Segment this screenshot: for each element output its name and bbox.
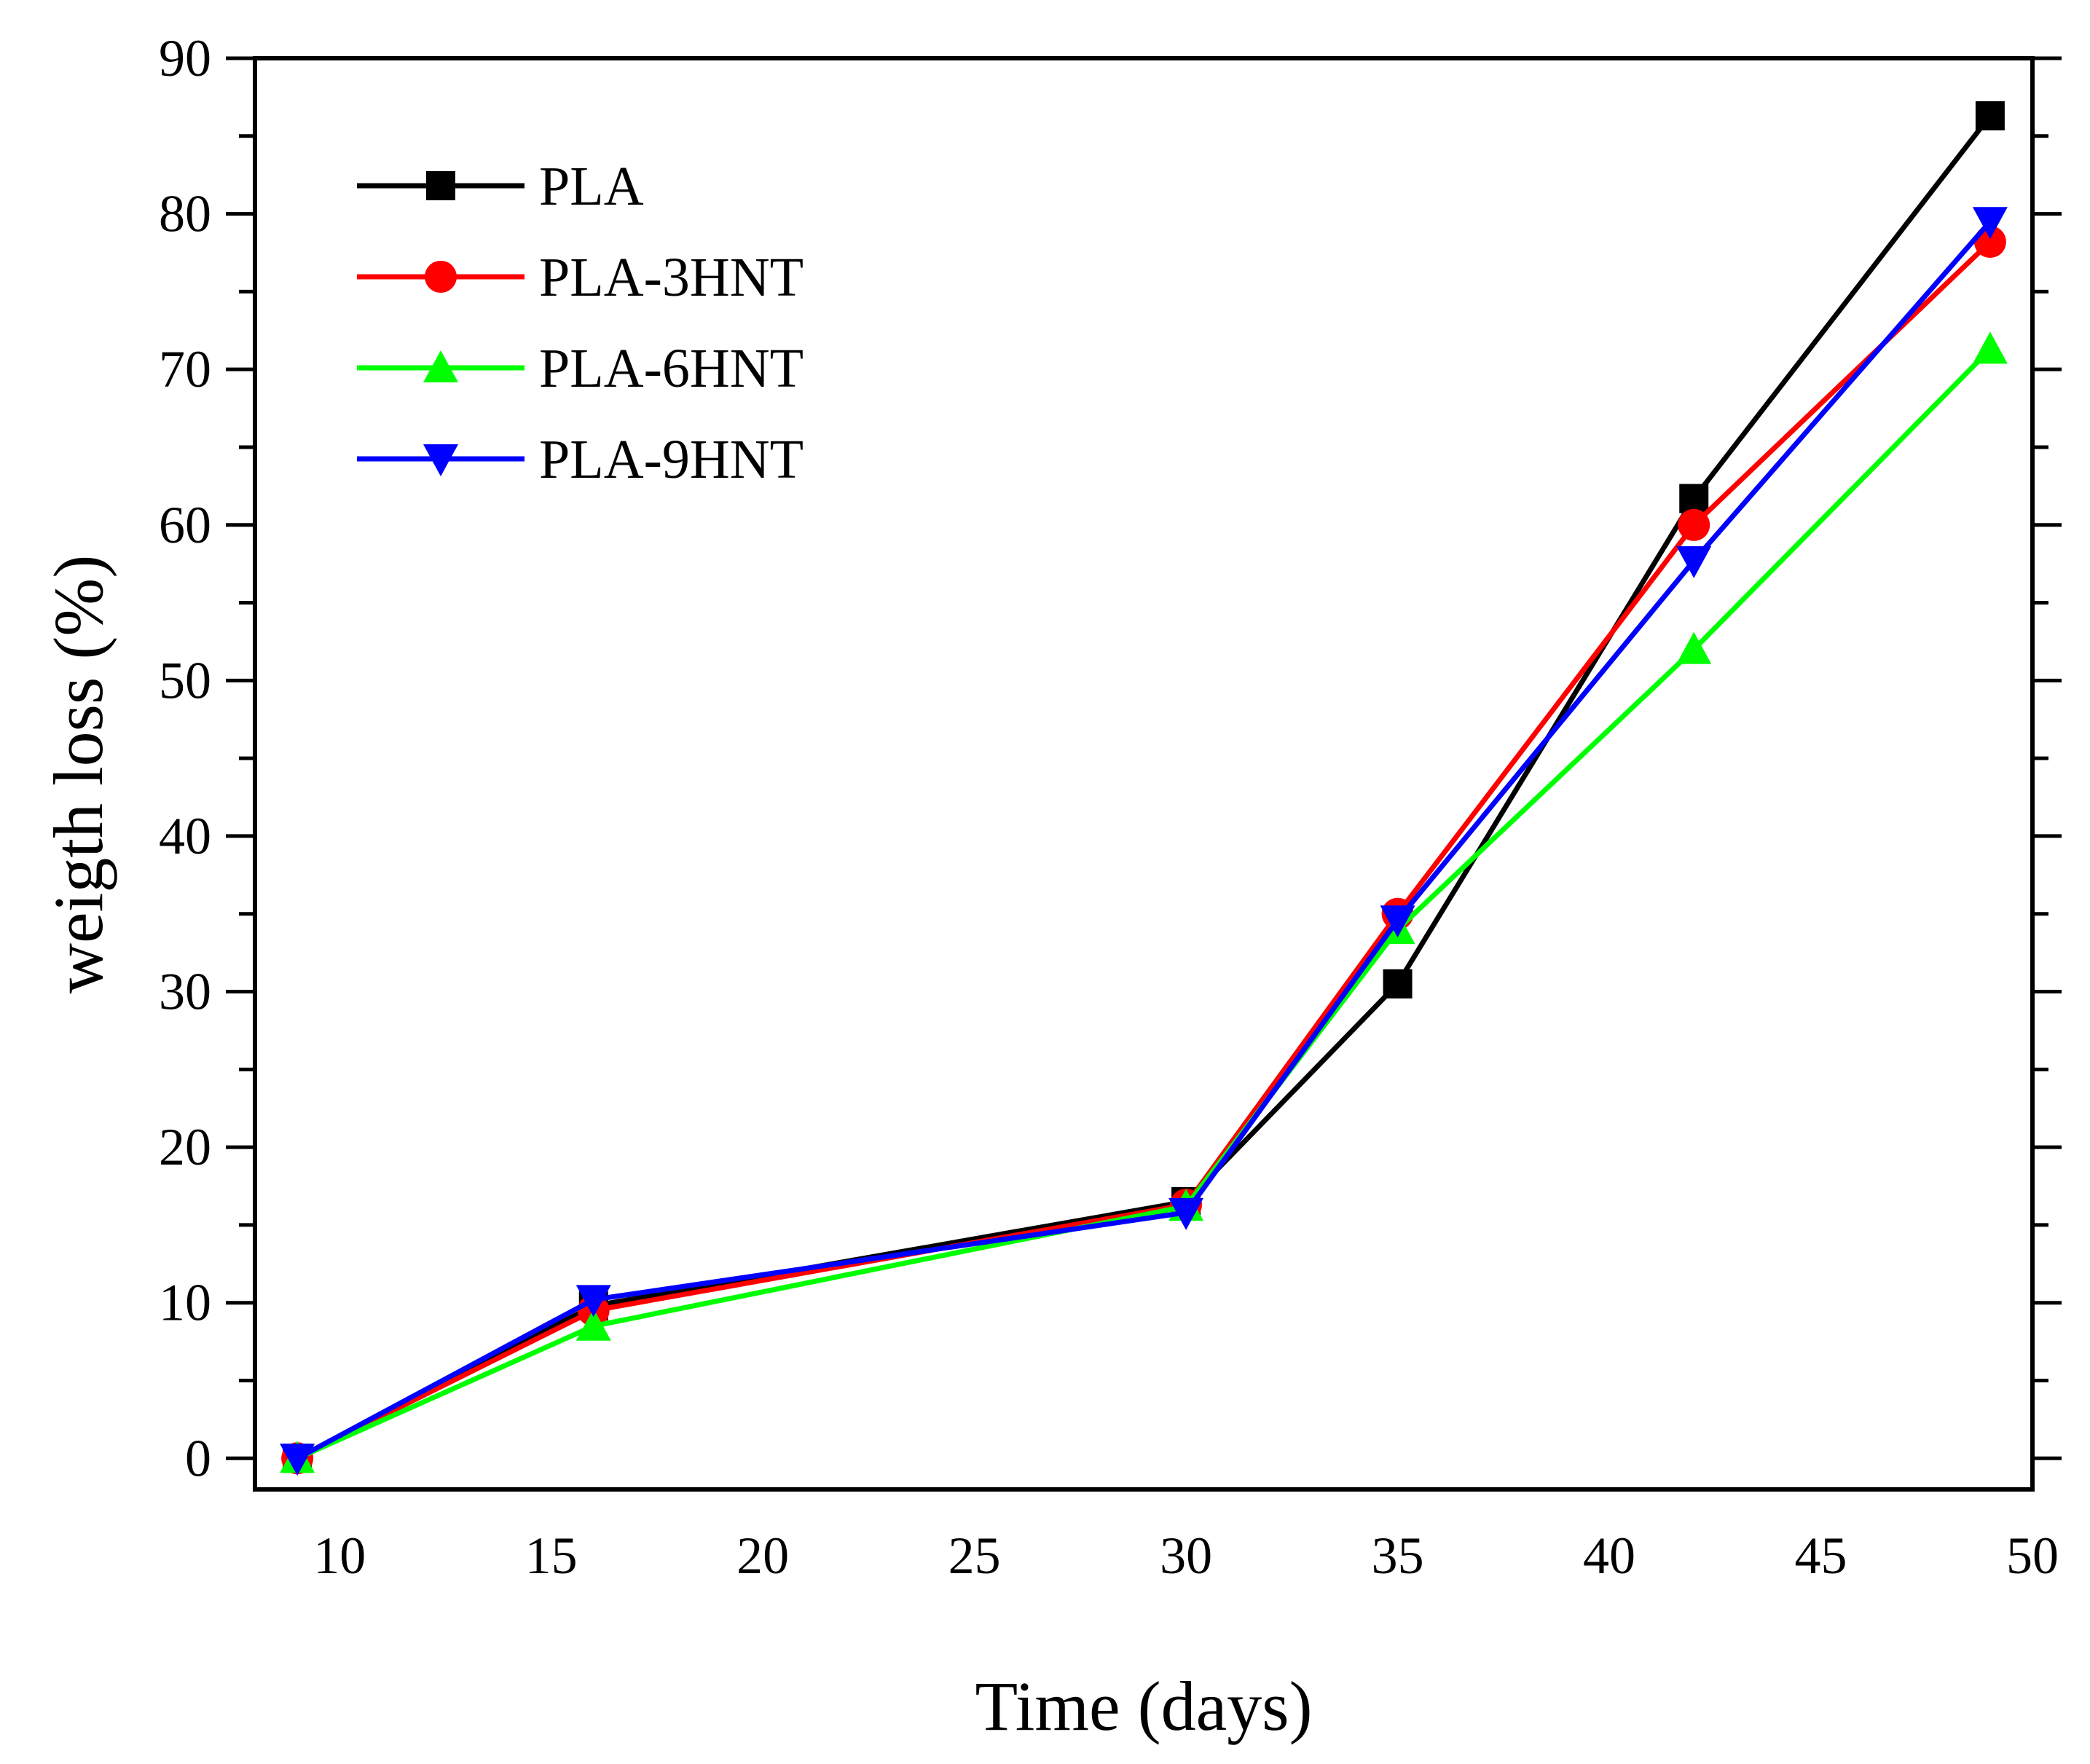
plot-frame bbox=[253, 56, 2035, 1492]
legend-label: PLA bbox=[539, 156, 644, 217]
legend-marker bbox=[423, 444, 458, 476]
legend-label: PLA-3HNT bbox=[539, 247, 804, 308]
data-point bbox=[1679, 484, 1709, 513]
series-layer bbox=[280, 101, 2008, 1476]
y-axis-title: weigth loss (%) bbox=[39, 555, 117, 994]
x-tick-label: 20 bbox=[736, 1527, 789, 1585]
series-line bbox=[296, 114, 1992, 1461]
data-point bbox=[1975, 101, 2005, 131]
x-tick-label: 10 bbox=[313, 1527, 366, 1585]
x-axis-title: Time (days) bbox=[975, 1667, 1312, 1745]
data-point bbox=[1972, 207, 2008, 240]
y-tick-label: 50 bbox=[159, 651, 211, 709]
legend-item: PLA-3HNT bbox=[357, 247, 804, 308]
x-tick-label: 45 bbox=[1795, 1527, 1847, 1585]
data-point bbox=[575, 1285, 611, 1318]
data-point bbox=[1676, 546, 1712, 578]
legend-marker bbox=[423, 350, 458, 382]
y-tick-label: 10 bbox=[159, 1274, 211, 1332]
x-tick-label: 25 bbox=[948, 1527, 1001, 1585]
legend-item: PLA bbox=[357, 156, 644, 217]
data-point bbox=[280, 1444, 315, 1476]
series-line bbox=[296, 240, 1992, 1461]
y-tick-label: 60 bbox=[159, 496, 211, 554]
data-point bbox=[575, 1308, 611, 1341]
legend-marker bbox=[426, 171, 455, 200]
series-pla-3hnt bbox=[281, 226, 2006, 1475]
x-tick-label: 50 bbox=[2006, 1527, 2059, 1585]
legend-item: PLA-9HNT bbox=[357, 429, 804, 490]
data-point bbox=[1972, 331, 2008, 364]
data-point bbox=[1380, 905, 1415, 938]
axis-ticks bbox=[226, 56, 2062, 1460]
legend-marker bbox=[425, 261, 457, 293]
legend: PLA PLA-3HNT PLA-6HNT PLA-9HNT bbox=[357, 156, 804, 490]
data-point bbox=[1168, 1197, 1204, 1230]
legend-item: PLA-6HNT bbox=[357, 338, 804, 399]
series-line bbox=[296, 219, 1992, 1461]
tick-labels: 10 15 20 25 30 35 40 45 50 0 10 20 30 40 50 60 70 80 90 bbox=[159, 29, 2059, 1585]
y-tick-label: 0 bbox=[185, 1429, 211, 1487]
series-pla-9hnt bbox=[280, 207, 2008, 1476]
legend-label: PLA-9HNT bbox=[539, 429, 804, 490]
x-tick-label: 30 bbox=[1160, 1527, 1212, 1585]
y-tick-label: 80 bbox=[159, 185, 211, 243]
y-tick-label: 20 bbox=[159, 1118, 211, 1176]
data-point bbox=[1678, 508, 1710, 541]
y-tick-label: 30 bbox=[159, 963, 211, 1021]
data-point bbox=[1383, 969, 1413, 999]
x-tick-label: 35 bbox=[1372, 1527, 1424, 1585]
y-tick-label: 90 bbox=[159, 29, 211, 87]
series-pla-6hnt bbox=[280, 331, 2008, 1473]
data-point bbox=[1676, 631, 1712, 664]
y-tick-label: 70 bbox=[159, 340, 211, 398]
legend-label: PLA-6HNT bbox=[539, 338, 804, 399]
x-tick-label: 40 bbox=[1583, 1527, 1635, 1585]
x-tick-label: 15 bbox=[525, 1527, 578, 1585]
y-tick-label: 40 bbox=[159, 807, 211, 865]
